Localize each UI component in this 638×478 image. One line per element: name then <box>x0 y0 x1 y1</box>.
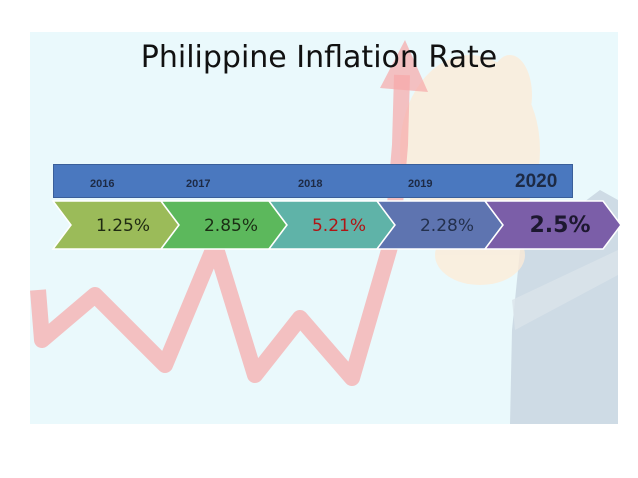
year-label-2020: 2020 <box>515 171 558 192</box>
slide-title: Philippine Inflation Rate <box>140 40 498 75</box>
year-bar <box>53 164 573 198</box>
value-label-2020: 2.5% <box>529 213 591 238</box>
year-label-2017: 2017 <box>186 178 211 190</box>
chevron-2020 <box>483 200 622 250</box>
year-label-2016: 2016 <box>90 178 115 190</box>
value-label-2017: 2.85% <box>203 216 258 236</box>
year-label-2019: 2019 <box>408 178 433 190</box>
value-label-2018: 5.21% <box>311 216 366 236</box>
year-label-2018: 2018 <box>298 178 323 190</box>
value-label-2016: 1.25% <box>95 216 150 236</box>
trend-arrow-head <box>380 40 428 92</box>
value-label-2019: 2.28% <box>419 216 474 236</box>
